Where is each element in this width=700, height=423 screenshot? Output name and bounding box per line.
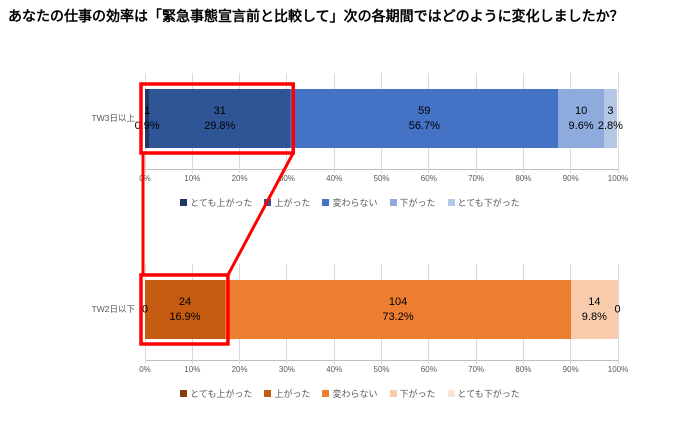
axis-tick-label: 10% <box>184 174 201 183</box>
legend-label: 下がった <box>399 389 436 399</box>
legend-swatch <box>389 390 397 397</box>
stacked-bar <box>145 280 618 339</box>
legend-item: とても下がった <box>447 387 520 400</box>
legend-label: 変わらない <box>332 198 378 208</box>
legend-swatch <box>322 390 330 397</box>
bar-segment <box>571 280 618 339</box>
legend-swatch <box>180 199 188 206</box>
axis-tick-label: 70% <box>468 174 485 183</box>
plot-area: 1 0.9% 31 29.8% 59 56.7% 10 9.6% 3 2.8% 0% 10% 20% 3… <box>135 73 628 183</box>
axis-tick-label: 80% <box>515 174 532 183</box>
legend-label: とても上がった <box>190 198 253 208</box>
bar-segment <box>149 89 291 148</box>
legend-label: 下がった <box>399 198 436 208</box>
bar-segment <box>558 89 604 148</box>
axis-tick-label: 70% <box>468 365 485 374</box>
axis-tick-label: 50% <box>373 174 390 183</box>
legend-swatch <box>447 390 455 397</box>
legend-item: 変わらない <box>322 387 378 400</box>
gridline <box>617 73 619 173</box>
legend-swatch <box>264 390 272 397</box>
legend-item: 上がった <box>264 196 310 209</box>
axis-tick-label: 80% <box>515 365 532 374</box>
axis-tick-label: 100% <box>607 174 629 183</box>
legend-label: 上がった <box>274 389 311 399</box>
axis-tick-label: 30% <box>278 365 295 374</box>
legend-label: 上がった <box>274 198 311 208</box>
legend-label: 変わらない <box>332 389 378 399</box>
legend-swatch <box>447 199 455 206</box>
axis-tick-label: 60% <box>420 365 437 374</box>
bar-segment <box>603 89 618 148</box>
legend-swatch <box>322 199 330 206</box>
axis-tick-label: 90% <box>562 174 579 183</box>
bar-segment <box>145 280 225 339</box>
axis-tick-label: 40% <box>326 174 343 183</box>
legend: とても上がった 上がった 変わらない 下がった とても下がった <box>60 387 640 400</box>
figure-title: あなたの仕事の効率は「緊急事態宣言前と比較して」次の各期間ではどのように変化しま… <box>8 8 624 24</box>
legend-item: 下がった <box>389 387 436 400</box>
legend-item: 下がった <box>389 196 436 209</box>
axis-tick-label: 0% <box>139 365 151 374</box>
axis-tick-label: 20% <box>231 365 248 374</box>
axis-tick-label: 100% <box>607 365 629 374</box>
axis-tick-label: 40% <box>326 365 343 374</box>
legend-label: とても下がった <box>457 389 520 399</box>
axis-tick-label: 90% <box>562 365 579 374</box>
legend-swatch <box>389 199 397 206</box>
legend: とても上がった 上がった 変わらない 下がった とても下がった <box>60 196 640 209</box>
legend-swatch <box>264 199 272 206</box>
legend-item: とても上がった <box>180 387 252 400</box>
axis-tick-label: 0% <box>139 174 151 183</box>
legend-item: とても上がった <box>180 196 252 209</box>
axis-tick-label: 60% <box>420 174 437 183</box>
legend-label: とても上がった <box>190 389 253 399</box>
gridline <box>617 264 619 364</box>
legend-item: とても下がった <box>447 196 520 209</box>
category-label: TW2日以下 <box>91 304 135 314</box>
category-label: TW3日以上 <box>91 113 135 123</box>
chart-tw3-or-more: TW3日以上 1 0.9% 31 29.8% 59 56.7% 10 9.6% 3 2.8% 0%… <box>0 60 700 230</box>
legend-item: 上がった <box>264 387 310 400</box>
axis-tick-label: 20% <box>231 174 248 183</box>
axis-tick-label: 30% <box>278 174 295 183</box>
plot-area: 0 24 16.9% 104 73.2% 14 9.8% 0 0% 10% 20% 30% 40% 50… <box>139 264 628 374</box>
axis-tick-label: 50% <box>373 365 390 374</box>
bar-segment <box>290 89 559 148</box>
legend-item: 変わらない <box>322 196 378 209</box>
axis-tick-label: 10% <box>184 365 201 374</box>
stacked-bar <box>145 89 618 148</box>
bar-segment <box>224 280 572 339</box>
legend-label: とても下がった <box>457 198 520 208</box>
chart-tw2-or-less: TW2日以下 0 24 16.9% 104 73.2% 14 9.8% 0 0% 10% 20% 3… <box>0 251 700 421</box>
legend-swatch <box>180 390 188 397</box>
